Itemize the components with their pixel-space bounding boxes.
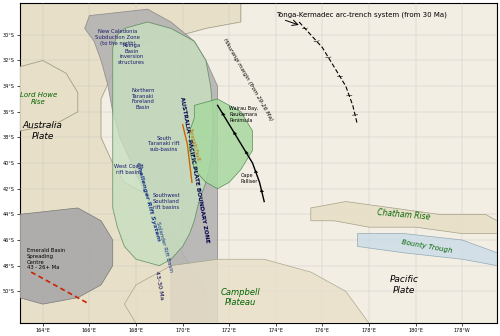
Polygon shape: [20, 60, 78, 131]
Polygon shape: [222, 113, 225, 115]
Polygon shape: [314, 41, 320, 42]
Polygon shape: [358, 234, 497, 266]
Polygon shape: [20, 3, 241, 323]
Text: Chatham Rise: Chatham Rise: [377, 208, 431, 221]
Text: Wairau Bay,
Raukamara
Peninsula: Wairau Bay, Raukamara Peninsula: [229, 106, 258, 123]
Polygon shape: [245, 151, 248, 154]
Text: West Coast
rift basins: West Coast rift basins: [114, 164, 144, 175]
Polygon shape: [337, 76, 343, 77]
Text: Emerald Basin
Spreading
Centre
43 - 26+ Ma: Emerald Basin Spreading Centre 43 - 26+ …: [26, 248, 65, 270]
Text: Taranaki Fault: Taranaki Fault: [188, 127, 201, 161]
Text: Northern
Taranaki
Foreland
Basin: Northern Taranaki Foreland Basin: [132, 88, 155, 110]
Text: Lord Howe
Rise: Lord Howe Rise: [20, 92, 57, 106]
Polygon shape: [101, 3, 497, 323]
Text: Hikurangi margin (from 29-26 Ma): Hikurangi margin (from 29-26 Ma): [222, 38, 274, 122]
Polygon shape: [190, 99, 252, 189]
Polygon shape: [311, 202, 497, 234]
Text: Tonga-Kermadec arc-trench system (from 30 Ma): Tonga-Kermadec arc-trench system (from 3…: [276, 12, 446, 18]
Text: Southwest
Southland
rift basins: Southwest Southland rift basins: [152, 193, 180, 210]
Text: Australia
Plate: Australia Plate: [23, 121, 63, 141]
Text: AUSTRALIA - PACIFIC PLATE BOUNDARY ZONE: AUSTRALIA - PACIFIC PLATE BOUNDARY ZONE: [179, 96, 210, 243]
Text: Challenger Rift System: Challenger Rift System: [134, 162, 160, 242]
Text: Cape
Palliser: Cape Palliser: [241, 173, 258, 184]
Polygon shape: [260, 190, 264, 192]
Text: 43-30 Ma: 43-30 Ma: [154, 270, 164, 300]
Text: Campbell
Plateau: Campbell Plateau: [221, 288, 261, 307]
Text: Pacific
Plate: Pacific Plate: [390, 275, 418, 295]
Text: Bounty Trough: Bounty Trough: [402, 239, 453, 254]
Polygon shape: [302, 28, 308, 29]
Polygon shape: [124, 259, 369, 323]
Text: New Caledonia
Subduction Zone
(to the north): New Caledonia Subduction Zone (to the no…: [95, 29, 140, 46]
Text: Reinga
Basin
inversion
structures: Reinga Basin inversion structures: [118, 43, 145, 65]
Polygon shape: [346, 95, 352, 96]
Text: South
Taranaki rift
sub-basins: South Taranaki rift sub-basins: [148, 135, 180, 152]
Polygon shape: [233, 132, 237, 134]
Polygon shape: [254, 170, 258, 173]
Polygon shape: [85, 9, 218, 323]
Polygon shape: [20, 208, 112, 304]
Polygon shape: [112, 22, 213, 266]
Text: Solander Rift Basin: Solander Rift Basin: [155, 220, 173, 272]
